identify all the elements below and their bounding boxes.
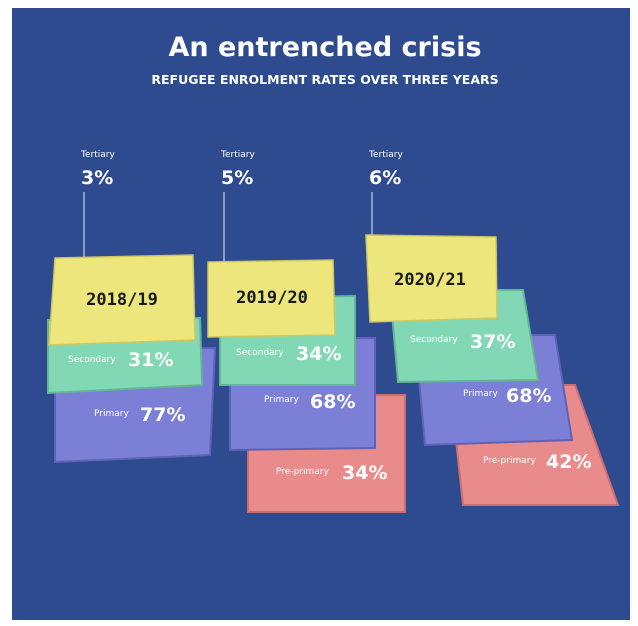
- year-note: [207, 259, 336, 338]
- year-label: 2020/21: [394, 270, 466, 290]
- primary-value: 68%: [506, 385, 551, 407]
- primary-label: Primary: [264, 395, 299, 405]
- tertiary-value: 5%: [221, 167, 253, 189]
- subtitle: REFUGEE ENROLMENT RATES OVER THREE YEARS: [151, 72, 498, 87]
- year-label: 2019/20: [236, 288, 308, 308]
- tertiary-label: Tertiary: [80, 150, 115, 160]
- year-label: 2018/19: [86, 290, 158, 310]
- tertiary-label: Tertiary: [368, 150, 403, 160]
- pre-primary-value: 34%: [342, 462, 387, 484]
- tertiary-value: 3%: [81, 167, 113, 189]
- secondary-label: Secondary: [410, 335, 458, 345]
- tertiary-value: 6%: [369, 167, 401, 189]
- secondary-value: 34%: [296, 343, 341, 365]
- title: An entrenched crisis: [168, 32, 481, 63]
- primary-value: 77%: [140, 404, 185, 426]
- pre-primary-label: Pre-primary: [276, 467, 329, 477]
- secondary-value: 37%: [470, 331, 515, 353]
- secondary-value: 31%: [128, 349, 173, 371]
- year-note: [365, 234, 498, 323]
- tertiary-label: Tertiary: [220, 150, 255, 160]
- year-note: [48, 254, 196, 346]
- secondary-label: Secondary: [236, 348, 284, 358]
- primary-label: Primary: [463, 389, 498, 399]
- pre-primary-label: Pre-primary: [483, 456, 536, 466]
- notes: Tertiary 3% Primary 77% Secondary 31% 2018/19 T…: [47, 150, 620, 513]
- primary-value: 68%: [310, 391, 355, 413]
- primary-label: Primary: [94, 409, 129, 419]
- pre-primary-value: 42%: [546, 451, 591, 473]
- secondary-label: Secondary: [68, 355, 116, 365]
